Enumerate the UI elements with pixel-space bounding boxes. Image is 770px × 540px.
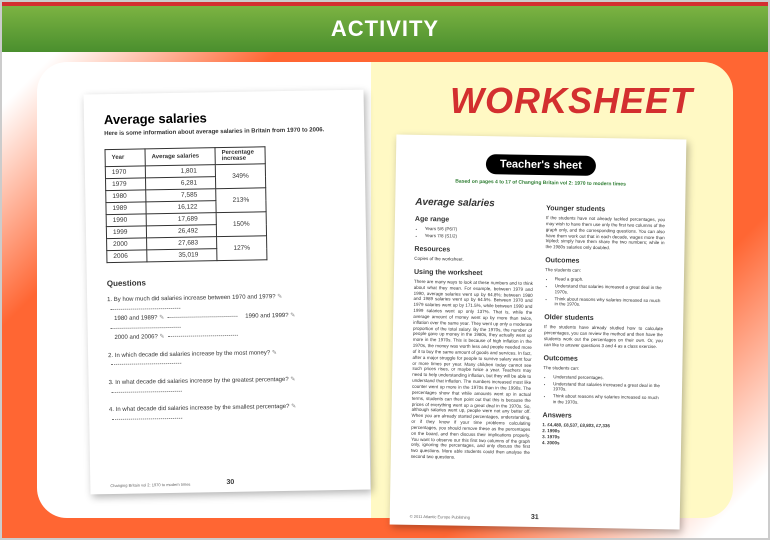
answers-heading: Answers	[542, 411, 661, 422]
page-number-left: 30	[226, 479, 234, 486]
worksheet-subtitle: Here is some information about average s…	[104, 127, 344, 137]
questions-heading: Questions	[107, 275, 347, 288]
list-item: Think about reasons why salaries increas…	[553, 394, 662, 408]
pencil-icon: ✎	[291, 403, 296, 413]
outcomes-heading-1: Outcomes	[545, 256, 664, 267]
table-header: Percentage increase	[215, 147, 265, 165]
teacher-badge-subtitle: Based on pages 4 to 17 of Changing Brita…	[416, 178, 666, 188]
resources-text: Copies of the worksheet.	[414, 256, 533, 264]
older-students-text: If the students have already studied how…	[544, 325, 663, 350]
worksheet-heading: WORKSHEET	[450, 80, 693, 122]
table-header: Year	[105, 149, 145, 167]
resources-heading: Resources	[414, 245, 533, 256]
older-students-heading: Older students	[544, 313, 663, 324]
content-area: WORKSHEET Average salaries Here is some …	[37, 62, 733, 518]
pencil-icon: ✎	[272, 349, 277, 359]
question-1: 1. By how much did salaries increase bet…	[107, 292, 348, 344]
page-number-right: 31	[531, 514, 539, 521]
outcomes-heading-2: Outcomes	[543, 354, 662, 365]
pencil-icon: ✎	[277, 293, 282, 303]
student-worksheet-page: Average salaries Here is some informatio…	[84, 90, 371, 495]
younger-students-heading: Younger students	[546, 204, 665, 215]
salaries-table: YearAverage salariesPercentage increase …	[104, 146, 267, 263]
pencil-icon: ✎	[290, 312, 295, 322]
list-item: Understand that salaries increased a gre…	[555, 283, 664, 297]
using-worksheet-text: There are many ways to look at these num…	[411, 279, 533, 462]
list-item: Years 7/8 (S1/2)	[425, 233, 534, 241]
activity-header: ACTIVITY	[2, 2, 768, 52]
two-column-layout: Average salaries Age range Years 5/6 (P6…	[411, 196, 666, 467]
teacher-sheet-page: Teacher's sheet Based on pages 4 to 17 o…	[390, 134, 687, 529]
main-frame: ACTIVITY WORKSHEET Average salaries Here…	[0, 0, 770, 540]
activity-label: ACTIVITY	[331, 16, 439, 41]
answers-text: 1. £4,480, £8,537, £8,803, £7,336 2. 199…	[542, 422, 661, 447]
question-3: 3. In what decade did salaries increase …	[109, 375, 349, 398]
list-item: Think about reasons why salaries increas…	[554, 296, 663, 310]
teacher-header: Teacher's sheet Based on pages 4 to 17 o…	[416, 153, 667, 188]
teacher-page-title: Average salaries	[415, 196, 534, 211]
pencil-icon: ✎	[290, 376, 295, 386]
question-2: 2. In which decade did salaries increase…	[108, 348, 348, 371]
age-range-heading: Age range	[415, 215, 534, 226]
younger-students-text: If the students have not already tackled…	[545, 215, 665, 252]
pencil-icon: ✎	[159, 314, 164, 324]
footer-right: © 2011 Atlantic Europe Publishing	[410, 514, 470, 520]
right-column: Younger students If the students have no…	[542, 198, 666, 467]
list-item: Understand that salaries increased a gre…	[553, 381, 662, 395]
teacher-badge: Teacher's sheet	[486, 154, 596, 176]
worksheet-title: Average salaries	[104, 108, 344, 127]
left-column: Average salaries Age range Years 5/6 (P6…	[411, 196, 535, 465]
pencil-icon: ✎	[159, 333, 164, 343]
using-worksheet-heading: Using the worksheet	[414, 268, 533, 279]
question-4: 4. In what decade did salaries increase …	[109, 402, 349, 425]
table-header: Average salaries	[145, 148, 215, 166]
footer-left: Changing Britain vol 2: 1970 to modern t…	[110, 482, 190, 488]
